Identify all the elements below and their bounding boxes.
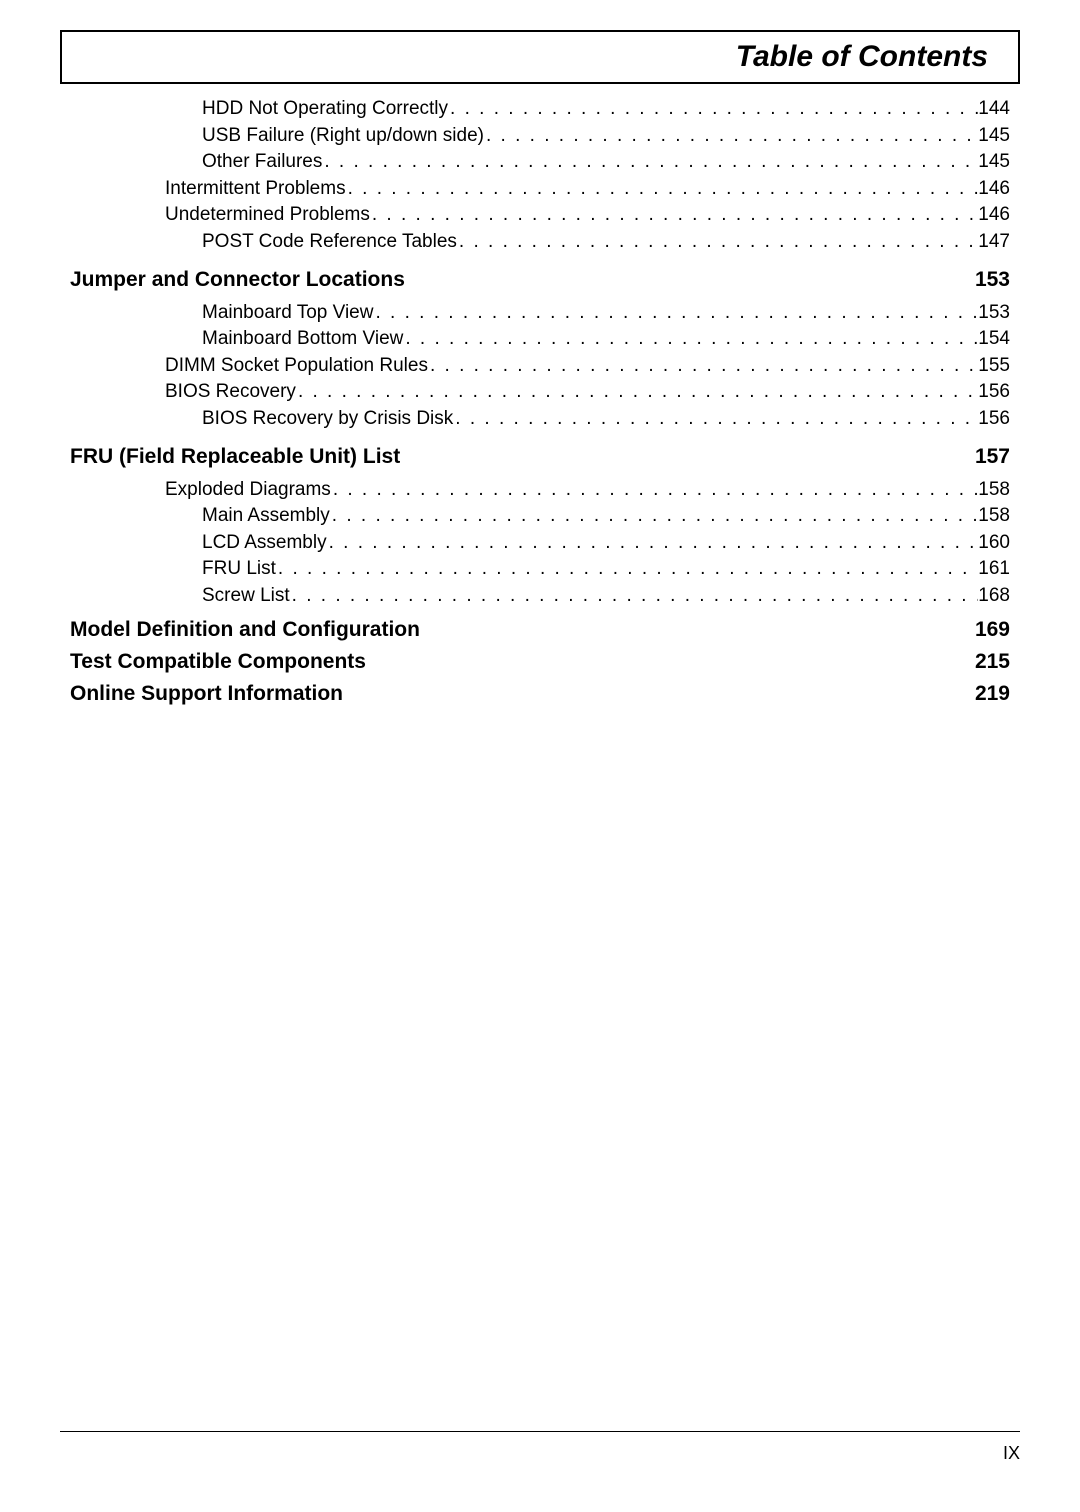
toc-item-page: 145 bbox=[978, 123, 1010, 150]
toc-section-page: 215 bbox=[975, 650, 1010, 674]
toc-item: LCD Assembly 160 bbox=[70, 530, 1010, 557]
toc-item-label: USB Failure (Right up/down side) bbox=[202, 123, 484, 150]
toc-section-heading: Online Support Information 219 bbox=[70, 682, 1010, 706]
toc-item: Intermittent Problems 146 bbox=[70, 176, 1010, 203]
toc-dots bbox=[457, 229, 978, 256]
toc-dots bbox=[448, 96, 978, 123]
toc-item: Exploded Diagrams 158 bbox=[70, 477, 1010, 504]
toc-item: Main Assembly 158 bbox=[70, 503, 1010, 530]
toc-item-label: DIMM Socket Population Rules bbox=[165, 353, 428, 380]
toc-section-page: 169 bbox=[975, 618, 1010, 642]
toc-item: BIOS Recovery by Crisis Disk 156 bbox=[70, 406, 1010, 433]
toc-section-label: Jumper and Connector Locations bbox=[70, 268, 405, 292]
toc-item: POST Code Reference Tables 147 bbox=[70, 229, 1010, 256]
toc-item-label: Exploded Diagrams bbox=[165, 477, 331, 504]
page-title: Table of Contents bbox=[736, 40, 988, 73]
toc-item-page: 158 bbox=[978, 503, 1010, 530]
toc-dots bbox=[453, 406, 978, 433]
toc-section-heading: Model Definition and Configuration 169 bbox=[70, 618, 1010, 642]
toc-item-page: 146 bbox=[978, 202, 1010, 229]
toc-item-page: 146 bbox=[978, 176, 1010, 203]
toc-item-page: 168 bbox=[978, 583, 1010, 610]
toc-section-page: 153 bbox=[975, 268, 1010, 292]
toc-item-page: 158 bbox=[978, 477, 1010, 504]
toc-item: BIOS Recovery 156 bbox=[70, 379, 1010, 406]
toc-dots bbox=[428, 353, 978, 380]
toc-item-page: 153 bbox=[978, 300, 1010, 327]
toc-dots bbox=[331, 477, 978, 504]
toc-section-label: Test Compatible Components bbox=[70, 650, 366, 674]
toc-item-page: 160 bbox=[978, 530, 1010, 557]
toc-section-label: Model Definition and Configuration bbox=[70, 618, 420, 642]
toc-dots bbox=[370, 202, 978, 229]
toc-section-heading: Test Compatible Components 215 bbox=[70, 650, 1010, 674]
toc-dots bbox=[346, 176, 979, 203]
toc-section-page: 219 bbox=[975, 682, 1010, 706]
toc-item-page: 161 bbox=[978, 556, 1010, 583]
toc-item: Other Failures 145 bbox=[70, 149, 1010, 176]
toc-item-page: 145 bbox=[978, 149, 1010, 176]
toc-section-label: FRU (Field Replaceable Unit) List bbox=[70, 445, 400, 469]
toc-item-page: 147 bbox=[978, 229, 1010, 256]
toc-dots bbox=[373, 300, 978, 327]
toc-item-page: 156 bbox=[978, 406, 1010, 433]
toc-dots bbox=[276, 556, 978, 583]
toc-item-page: 144 bbox=[978, 96, 1010, 123]
toc-item: DIMM Socket Population Rules 155 bbox=[70, 353, 1010, 380]
toc-item-label: BIOS Recovery bbox=[165, 379, 296, 406]
toc-item: Screw List 168 bbox=[70, 583, 1010, 610]
toc-item-page: 156 bbox=[978, 379, 1010, 406]
toc-item: FRU List 161 bbox=[70, 556, 1010, 583]
toc-section-page: 157 bbox=[975, 445, 1010, 469]
toc-section-label: Online Support Information bbox=[70, 682, 343, 706]
toc-item-label: Intermittent Problems bbox=[165, 176, 346, 203]
toc-item: HDD Not Operating Correctly 144 bbox=[70, 96, 1010, 123]
toc-dots bbox=[330, 503, 979, 530]
toc-item-label: Screw List bbox=[202, 583, 290, 610]
toc-item-label: LCD Assembly bbox=[202, 530, 327, 557]
toc-item-label: Undetermined Problems bbox=[165, 202, 370, 229]
toc-item-label: POST Code Reference Tables bbox=[202, 229, 457, 256]
footer-rule bbox=[60, 1431, 1020, 1432]
toc-dots bbox=[296, 379, 978, 406]
toc-item-label: Mainboard Bottom View bbox=[202, 326, 403, 353]
toc-item-label: Other Failures bbox=[202, 149, 322, 176]
title-box: Table of Contents bbox=[60, 30, 1020, 84]
toc-item-page: 154 bbox=[978, 326, 1010, 353]
toc-item-label: Main Assembly bbox=[202, 503, 330, 530]
toc-item: Undetermined Problems 146 bbox=[70, 202, 1010, 229]
toc-item: Mainboard Top View 153 bbox=[70, 300, 1010, 327]
toc-item: USB Failure (Right up/down side) 145 bbox=[70, 123, 1010, 150]
toc-item-label: BIOS Recovery by Crisis Disk bbox=[202, 406, 453, 433]
toc-dots bbox=[403, 326, 978, 353]
toc-dots bbox=[484, 123, 978, 150]
toc-section-heading: FRU (Field Replaceable Unit) List 157 bbox=[70, 445, 1010, 469]
toc-item-label: FRU List bbox=[202, 556, 276, 583]
toc-dots bbox=[322, 149, 978, 176]
toc-item-page: 155 bbox=[978, 353, 1010, 380]
toc-section-heading: Jumper and Connector Locations 153 bbox=[70, 268, 1010, 292]
toc-content: HDD Not Operating Correctly 144USB Failu… bbox=[60, 96, 1020, 706]
toc-dots bbox=[290, 583, 979, 610]
page-number: IX bbox=[1003, 1443, 1020, 1464]
toc-dots bbox=[327, 530, 979, 557]
toc-item-label: Mainboard Top View bbox=[202, 300, 373, 327]
toc-item: Mainboard Bottom View 154 bbox=[70, 326, 1010, 353]
toc-item-label: HDD Not Operating Correctly bbox=[202, 96, 448, 123]
